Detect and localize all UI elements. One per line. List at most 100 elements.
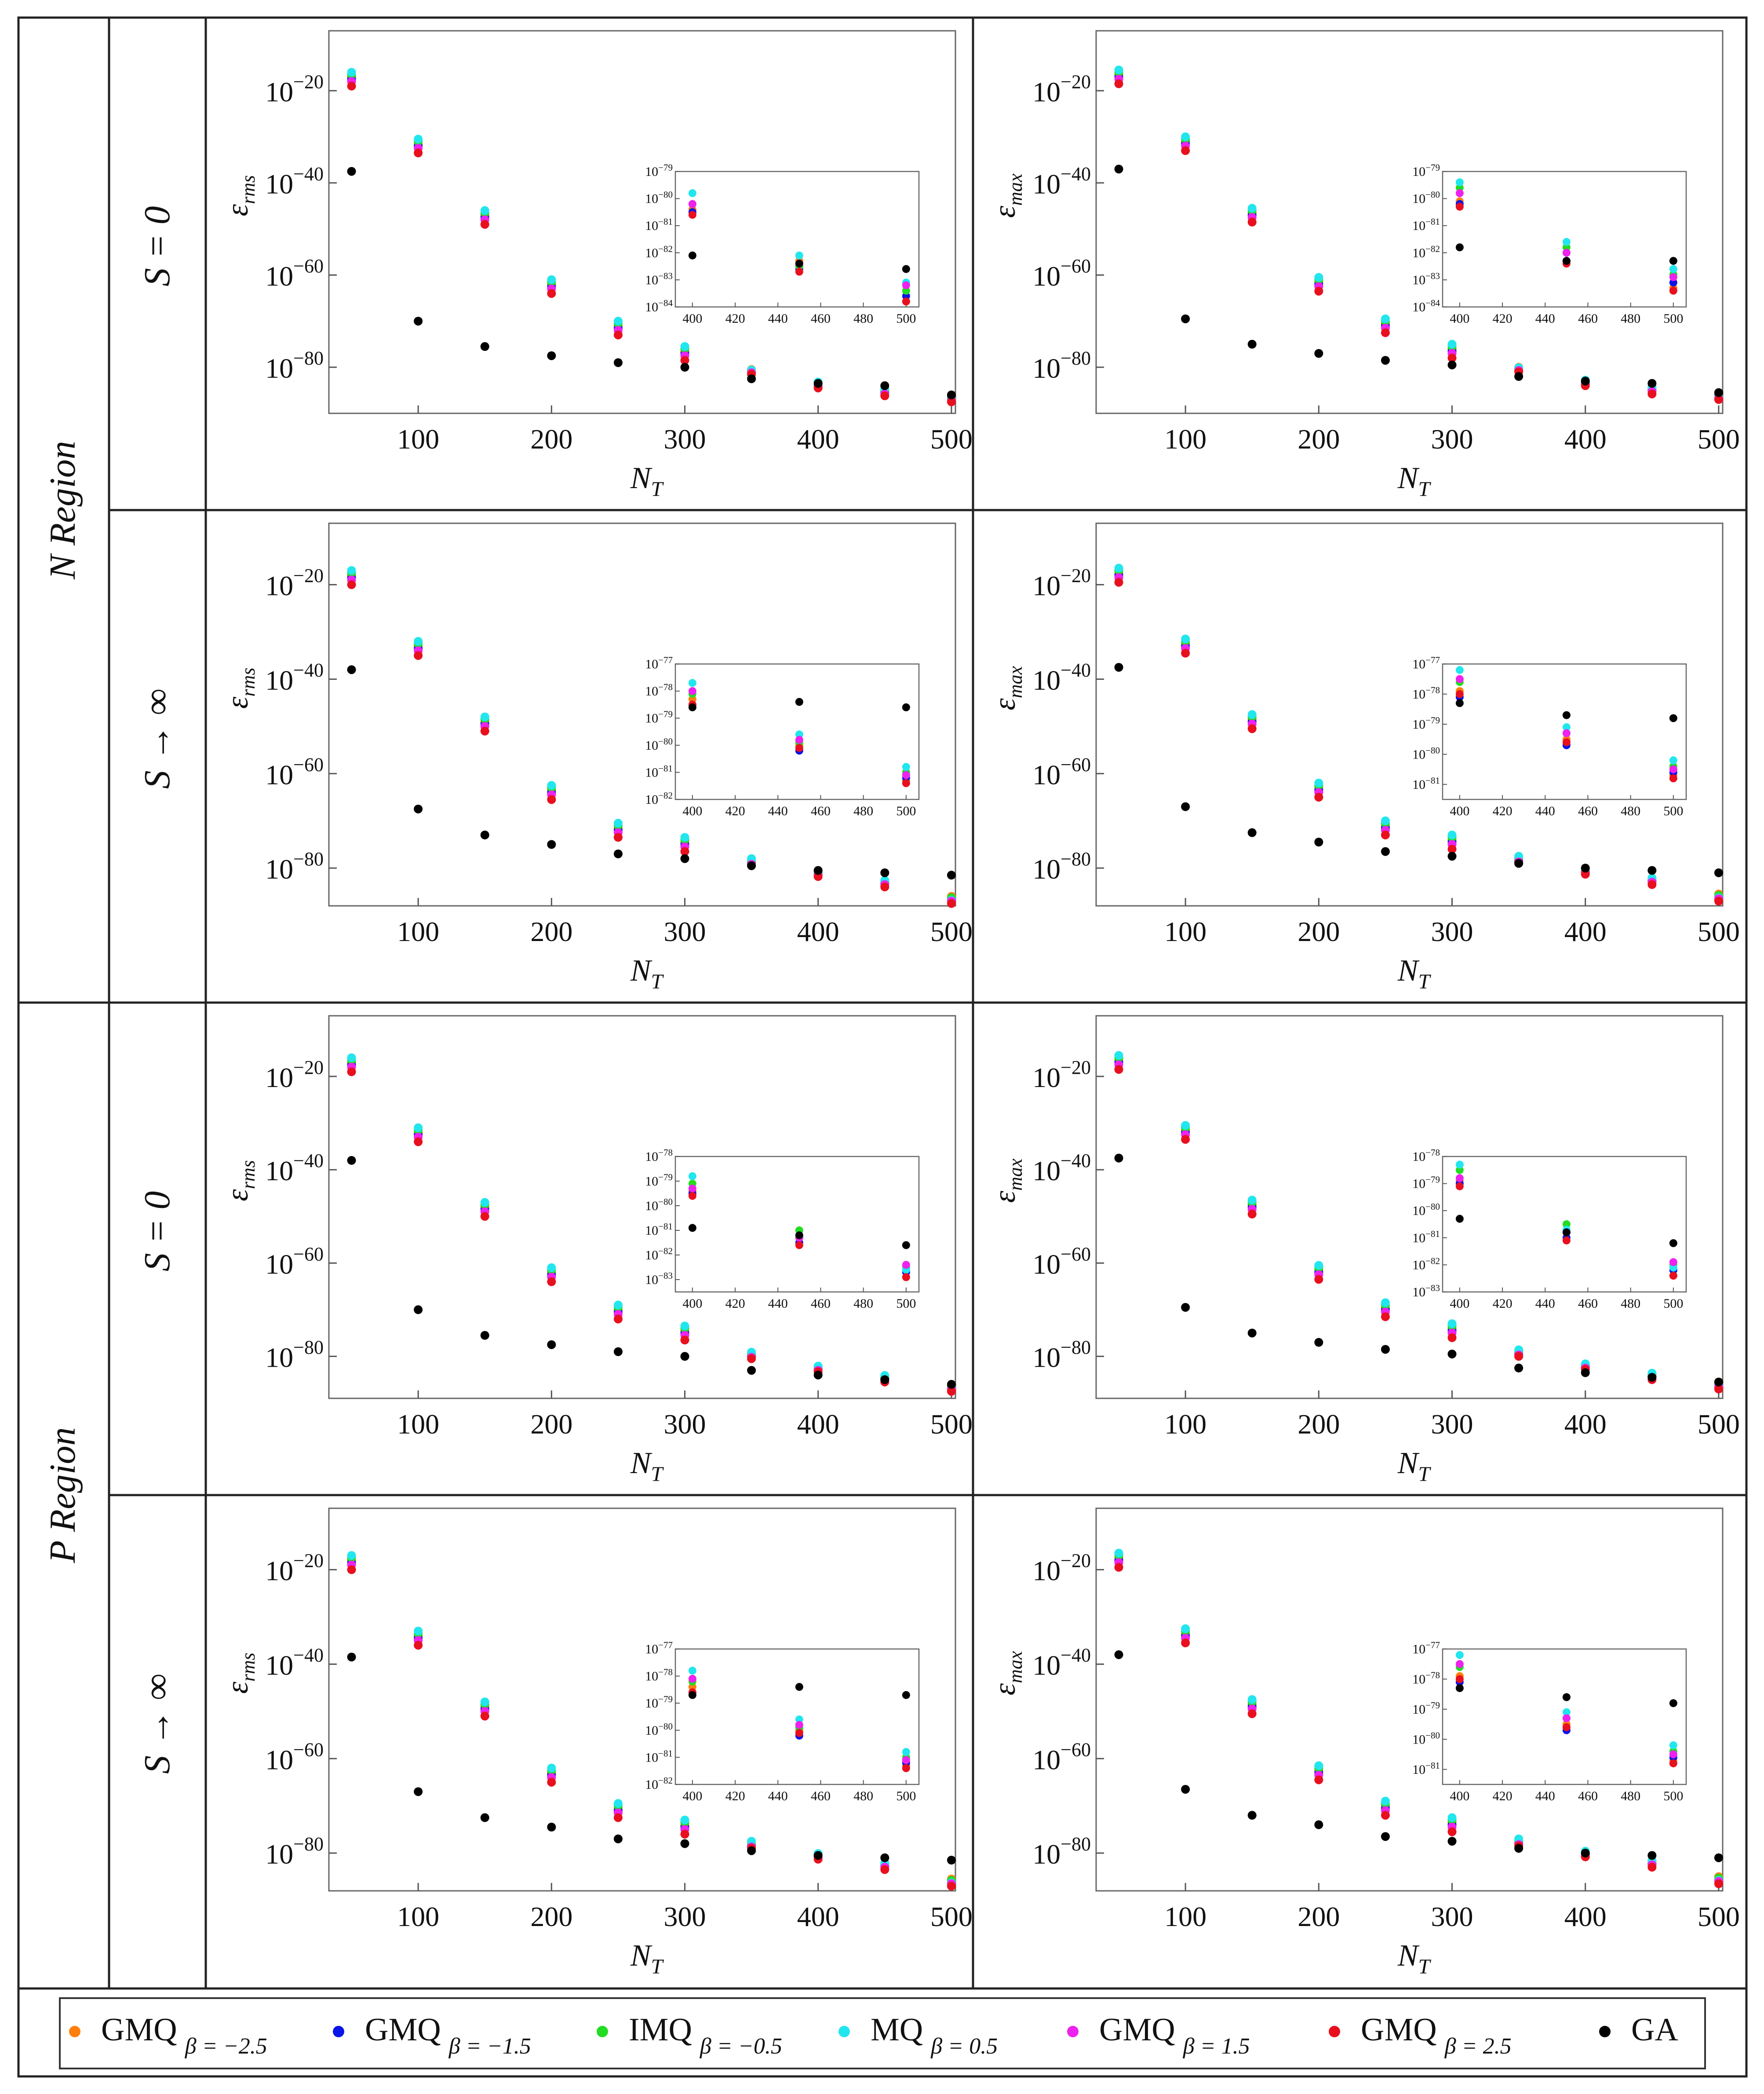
- inset-x-tick-label: 440: [1535, 311, 1555, 326]
- inset-x-tick-label: 420: [725, 1296, 745, 1311]
- inset-y-tick-label: 10−79: [645, 162, 673, 179]
- data-point: [747, 861, 756, 870]
- data-point: [480, 1331, 489, 1340]
- plot-frame: [328, 1507, 956, 1892]
- panels: 100 200 300 400 500 10−80 10−60 10−40 10−20 NT εrm…: [221, 30, 1740, 1978]
- legend-frame: [17, 1987, 1748, 2078]
- y-tick-label: 10−20: [265, 1550, 324, 1587]
- inset-frame: [674, 171, 920, 308]
- inset-data-point: [902, 1273, 910, 1281]
- y-tick-label: 10−60: [265, 754, 324, 790]
- legend-box: [59, 1997, 1706, 2069]
- data-point: [347, 167, 356, 176]
- inset-y-tick-label: 10−83: [645, 270, 673, 287]
- inset-y-tick-label: 10−80: [1412, 745, 1440, 762]
- data-point: [613, 1799, 623, 1808]
- inset-y-tick-label: 10−81: [1412, 1760, 1440, 1777]
- data-point: [1381, 816, 1390, 825]
- inset-x-tick-label: 400: [1450, 1296, 1469, 1311]
- inset-data-point: [902, 1748, 910, 1756]
- data-point: [1247, 1695, 1257, 1704]
- y-tick-label: 10−60: [1032, 754, 1091, 790]
- data-point: [1114, 1650, 1123, 1659]
- data-point: [1447, 1827, 1457, 1836]
- data-point: [1314, 1820, 1323, 1829]
- legend-entry: IMQ β = −0.5: [597, 2012, 782, 2059]
- x-tick-label: 100: [397, 916, 439, 947]
- legend-label: MQ β = 0.5: [871, 2012, 998, 2059]
- data-point: [947, 1380, 956, 1389]
- data-point: [1581, 1849, 1590, 1858]
- data-point: [1314, 273, 1323, 282]
- inset-data-point: [902, 287, 910, 295]
- inset-x-tick-label: 480: [1621, 1296, 1640, 1311]
- inset-y-tick-label: 10−82: [645, 790, 673, 807]
- data-point: [947, 871, 956, 880]
- data-point: [1247, 1209, 1257, 1218]
- inset-y-tick-label: 10−81: [645, 1748, 673, 1765]
- data-point: [1247, 828, 1257, 837]
- inset-data-point: [795, 1231, 803, 1240]
- data-point: [1247, 1811, 1257, 1820]
- inset-data-point: [1669, 1263, 1677, 1272]
- inset-x-tick-label: 400: [682, 1296, 702, 1311]
- x-tick-label: 100: [1164, 1901, 1206, 1932]
- data-point: [1447, 339, 1457, 349]
- inset-x-tick-label: 400: [1450, 311, 1469, 326]
- inset-y-tick-label: 10−79: [1412, 715, 1440, 732]
- inset-y-tick-label: 10−82: [645, 1775, 673, 1792]
- y-tick-label: 10−40: [1032, 163, 1091, 200]
- inset-data-point: [902, 763, 910, 771]
- inset-data-point: [688, 695, 696, 704]
- data-point: [1714, 1879, 1723, 1888]
- inset-x-tick-label: 420: [725, 1789, 745, 1803]
- y-tick-label: 10−60: [265, 255, 324, 292]
- data-point: [1581, 376, 1590, 386]
- y-tick-label: 10−40: [1032, 1644, 1091, 1681]
- plot-frame: [1095, 30, 1724, 414]
- y-axis-title: εmax: [988, 666, 1026, 710]
- panel-2: 100 200 300 400 500 10−80 10−60 10−40 10−20 NT εma…: [988, 30, 1740, 501]
- data-point: [1181, 1638, 1190, 1648]
- plot-frame: [328, 1015, 956, 1399]
- data-point: [1114, 1065, 1123, 1074]
- data-point: [880, 868, 889, 877]
- data-point: [1181, 635, 1190, 644]
- data-point: [1447, 360, 1457, 369]
- plot-frame: [328, 522, 956, 907]
- inset-data-point: [1562, 1693, 1571, 1701]
- inset-x-tick-label: 420: [1493, 1789, 1513, 1803]
- data-point: [680, 342, 689, 351]
- inset-y-tick-label: 10−78: [645, 682, 673, 699]
- inset-data-point: [688, 687, 696, 695]
- inset-y-tick-label: 10−82: [645, 244, 673, 260]
- y-tick-label: 10−60: [265, 1739, 324, 1775]
- inset-data-point: [688, 211, 696, 219]
- data-point: [747, 1366, 756, 1375]
- inset-x-tick-label: 460: [811, 1296, 831, 1311]
- inset-y-tick-label: 10−82: [645, 1246, 673, 1262]
- inset-plot: 400 420 440 460 480 500 10−84 10−83 10−82 10−81 10…: [1412, 162, 1687, 326]
- x-tick-label: 300: [1431, 916, 1473, 947]
- x-axis-title: NT: [630, 1446, 664, 1486]
- data-point: [347, 1067, 356, 1076]
- data-point: [1714, 1853, 1723, 1862]
- data-point: [1714, 868, 1723, 877]
- inset-x-tick-label: 480: [853, 311, 873, 326]
- x-tick-label: 300: [664, 916, 706, 947]
- data-point: [813, 866, 823, 875]
- x-axis-title: NT: [1397, 1446, 1432, 1486]
- y-tick-label: 10−60: [1032, 255, 1091, 292]
- y-tick-label: 10−20: [265, 71, 324, 107]
- inset-y-tick-label: 10−78: [645, 1667, 673, 1684]
- legend-marker: [1067, 2026, 1079, 2037]
- data-point: [1314, 1775, 1323, 1784]
- x-tick-label: 300: [1431, 1408, 1473, 1440]
- panel-6: 100 200 300 400 500 10−80 10−60 10−40 10−20 NT εma…: [988, 1015, 1740, 1486]
- x-tick-label: 300: [664, 1901, 706, 1932]
- panel-4: 100 200 300 400 500 10−80 10−60 10−40 10−20 NT εma…: [988, 522, 1740, 993]
- x-tick-label: 500: [1698, 916, 1740, 947]
- inset-y-tick-label: 10−77: [645, 1640, 673, 1656]
- x-tick-label: 500: [930, 1901, 973, 1932]
- data-point: [1114, 1051, 1123, 1060]
